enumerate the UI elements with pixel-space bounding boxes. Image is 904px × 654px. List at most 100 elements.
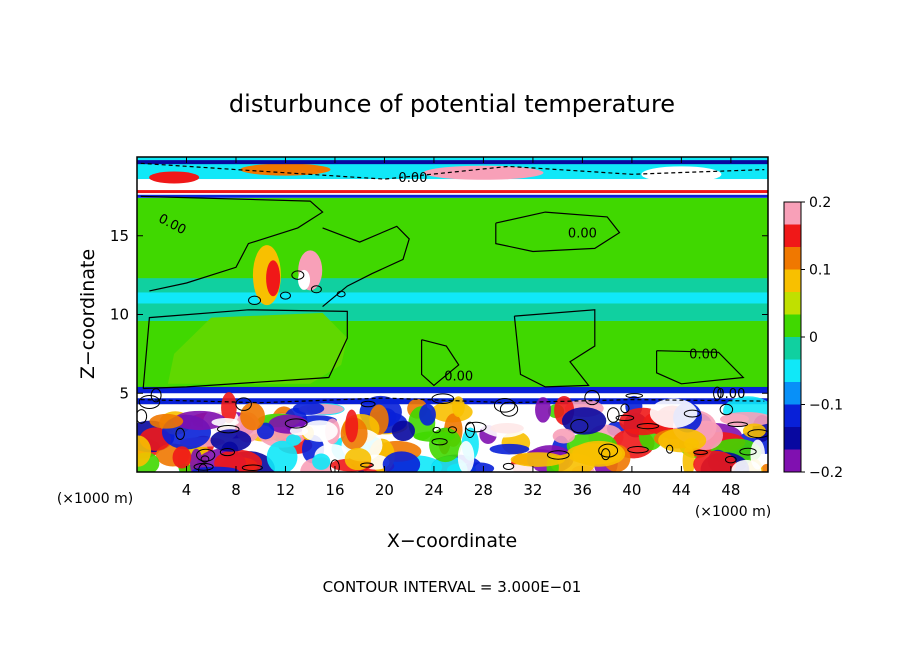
swirl-contour — [329, 459, 340, 472]
colorbar-swatch — [784, 449, 801, 473]
contour-mid-left — [142, 309, 348, 390]
x-tick-label: 44 — [672, 481, 691, 499]
contour-low-dash — [140, 397, 765, 404]
x-tick-label: 16 — [325, 481, 344, 499]
turbulent-cell — [731, 459, 762, 472]
colorbar-tick-label: 0.2 — [809, 195, 831, 211]
swirl-contour — [248, 295, 262, 306]
swirl-contour — [636, 422, 660, 430]
y-tick-label: 15 — [110, 227, 129, 245]
turbulent-cell — [149, 413, 184, 429]
turbulent-cell — [292, 401, 325, 415]
turbulent-cell — [345, 409, 359, 443]
x-unit-right: (×1000 m) — [695, 504, 771, 520]
x-axis: 4 8 12 16 20 24 28 32 36 40 44 48 — [182, 157, 740, 499]
contour-mid-right — [513, 309, 596, 388]
turbulent-cell — [210, 429, 252, 452]
swirl-contour — [693, 449, 708, 456]
contour-label: 0.00 — [568, 226, 597, 241]
contour-top-dash — [140, 162, 765, 180]
turbulent-cell — [301, 420, 338, 442]
swirl-contour — [584, 390, 600, 406]
swirl-contour — [615, 414, 635, 422]
swirl-contour — [502, 462, 515, 470]
turbulent-cell — [391, 420, 415, 442]
upper-blob-1 — [423, 165, 544, 180]
x-tick-label: 12 — [276, 481, 295, 499]
contour-lines: 0.000.000.000.000.000.00 — [137, 162, 768, 472]
swirl-contour — [432, 426, 441, 434]
swirl-contour — [739, 447, 757, 456]
colorbar-swatch — [784, 202, 801, 225]
upper-white — [137, 179, 768, 198]
chart-title: disturbunce of potential temperature — [229, 90, 675, 118]
turbulent-cell — [658, 428, 707, 453]
swirl-contour — [598, 443, 619, 458]
swirl-contour — [360, 400, 376, 408]
turbulent-cell — [452, 396, 465, 418]
contour-label: 0.00 — [689, 348, 718, 363]
x-tick-label: 40 — [622, 481, 641, 499]
turbulent-cell — [211, 418, 239, 427]
plume-white — [298, 269, 311, 290]
swirl-contour — [138, 394, 161, 409]
upper-top — [137, 160, 768, 165]
plume-red — [266, 260, 281, 297]
contour-upper-left — [140, 195, 324, 292]
colorbar-swatch — [784, 269, 801, 293]
mid-patch-1 — [167, 312, 348, 384]
colorbar-swatch — [784, 427, 801, 450]
x-tick-label: 8 — [231, 481, 241, 499]
colorbar-swatch — [784, 224, 801, 248]
turbulent-cell — [496, 464, 536, 472]
turbulent-cell — [419, 403, 436, 426]
turbulent-cell — [137, 435, 152, 467]
swirl-contour — [625, 393, 644, 399]
turbulent-cell — [240, 402, 266, 431]
contour-right — [656, 350, 745, 385]
swirl-contour — [431, 438, 448, 446]
colorbar — [783, 201, 802, 473]
turbulent-cell — [172, 446, 192, 469]
y-axis: 5 10 15 — [110, 227, 768, 402]
turbulent-cell — [457, 440, 475, 472]
turbulent-cell — [535, 397, 551, 423]
swirl-contour — [175, 427, 185, 440]
swirl-contour — [499, 401, 519, 417]
colorbar-swatch — [784, 359, 801, 383]
swirl-contour — [747, 429, 768, 439]
band-4 — [137, 197, 768, 279]
swirl-contour — [193, 462, 214, 471]
swirl-contour — [198, 463, 208, 472]
colorbar-swatch — [784, 292, 801, 315]
swirl-contour — [719, 403, 734, 416]
y-axis-label: Z−coordinate — [77, 249, 99, 379]
swirl-contour — [493, 398, 516, 413]
turbulent-cell — [510, 452, 566, 467]
x-tick-label: 24 — [424, 481, 443, 499]
x-tick-label: 48 — [721, 481, 740, 499]
swirl-contour — [241, 464, 263, 472]
turbulent-cell — [382, 451, 421, 472]
colorbar-swatch — [784, 404, 801, 428]
swirl-contour — [291, 270, 305, 280]
swirl-contour — [196, 448, 216, 462]
swirl-contour — [627, 446, 649, 454]
swirl-contour — [724, 455, 737, 464]
x-axis-label: X−coordinate — [387, 530, 517, 552]
colorbar-tick-label: −0.1 — [809, 398, 843, 414]
colorbar-tick-label: 0.1 — [809, 263, 831, 279]
colorbar-tick-label: 0 — [809, 330, 818, 346]
y-tick-label: 10 — [110, 306, 129, 324]
colorbar-swatch — [784, 247, 801, 270]
upper-blob-4 — [149, 171, 200, 184]
y-tick-label: 5 — [119, 384, 129, 402]
swirl-contour — [279, 291, 291, 300]
swirl-contour — [447, 426, 457, 434]
swirl-contour — [546, 450, 570, 460]
swirl-contour — [665, 444, 674, 454]
swirl-contour — [601, 448, 611, 461]
inversion-white — [137, 393, 768, 399]
turbulent-cell — [489, 443, 530, 455]
